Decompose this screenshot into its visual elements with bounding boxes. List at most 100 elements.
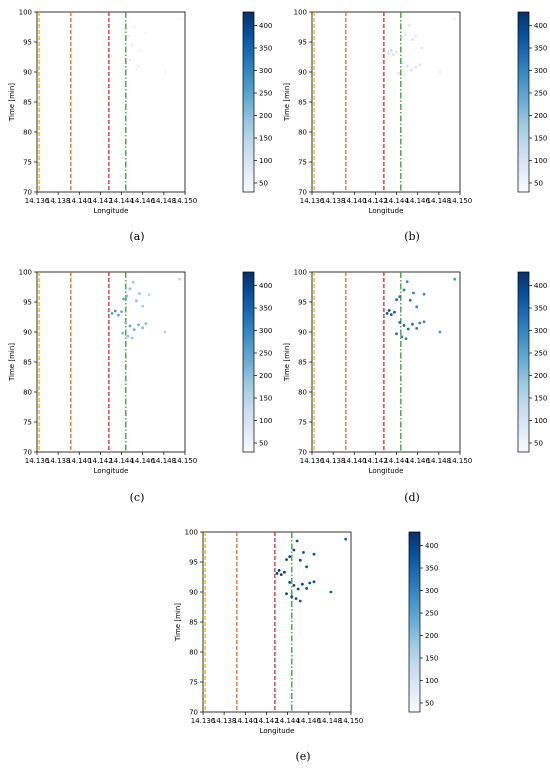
plot-area xyxy=(202,531,352,713)
colorbar-tick-label: 250 xyxy=(259,350,272,358)
subfigure-label: (a) xyxy=(129,230,144,243)
x-tick-label: 14.146 xyxy=(296,717,321,725)
x-tick-label: 14.146 xyxy=(130,457,155,465)
scatter-point xyxy=(389,313,393,316)
scatter-point xyxy=(438,330,442,334)
scatter-point xyxy=(126,34,130,38)
colorbar-tick-label: 250 xyxy=(259,90,272,98)
scatter-point xyxy=(415,305,419,309)
scatter-point xyxy=(405,64,409,68)
y-tick-label: 95 xyxy=(298,299,307,307)
scatter-point xyxy=(141,304,145,308)
scatter-point xyxy=(385,312,389,315)
scatter-point xyxy=(305,565,308,569)
scatter-point xyxy=(405,280,409,283)
y-tick-label: 80 xyxy=(23,129,32,137)
scatter-point xyxy=(344,537,348,541)
y-tick-label: 70 xyxy=(23,189,32,197)
colorbar-tick-label: 50 xyxy=(534,440,543,448)
x-tick-label: 14.150 xyxy=(173,457,198,465)
colorbar-tick-label: 150 xyxy=(259,135,272,143)
colorbar-tick-label: 250 xyxy=(425,610,438,618)
scatter-point xyxy=(288,581,292,584)
x-axis-label: Longitude xyxy=(94,467,129,475)
x-tick-label: 14.144 xyxy=(109,457,134,465)
scatter-point xyxy=(126,334,130,338)
colorbar-tick-label: 350 xyxy=(425,565,438,573)
y-tick-label: 90 xyxy=(23,69,32,77)
colorbar-tick-label: 200 xyxy=(534,372,547,380)
colorbar-tick-label: 250 xyxy=(534,350,547,358)
y-tick-label: 75 xyxy=(23,419,32,427)
scatter-point xyxy=(277,569,281,572)
scatter-point xyxy=(386,51,390,55)
scatter-point xyxy=(132,328,136,331)
colorbar-tick-label: 50 xyxy=(534,180,543,188)
x-tick-label: 14.136 xyxy=(25,457,50,465)
scatter-point xyxy=(295,539,299,543)
scatter-point xyxy=(130,336,134,340)
scatter-point xyxy=(407,23,411,27)
scatter-point xyxy=(308,581,312,585)
x-axis-label: Longitude xyxy=(260,727,295,735)
colorbar-tick-label: 350 xyxy=(259,45,272,53)
y-tick-label: 90 xyxy=(298,329,307,337)
colorbar-tick-label: 150 xyxy=(534,135,547,143)
colorbar-tick-label: 50 xyxy=(259,180,268,188)
scatter-point xyxy=(125,294,129,298)
colorbar-tick-label: 100 xyxy=(259,157,272,165)
chart-panel: 14.13614.13814.14014.14214.14414.14614.1… xyxy=(8,9,272,244)
x-tick-label: 14.140 xyxy=(67,457,92,465)
y-tick-label: 95 xyxy=(23,39,32,47)
scatter-point xyxy=(137,64,140,68)
y-tick-label: 90 xyxy=(23,329,32,337)
scatter-point xyxy=(137,323,140,327)
x-tick-label: 14.144 xyxy=(384,197,409,205)
scatter-point xyxy=(414,65,417,69)
x-tick-label: 14.140 xyxy=(342,197,367,205)
scatter-point xyxy=(395,332,398,336)
x-tick-label: 14.148 xyxy=(427,457,452,465)
scatter-point xyxy=(128,324,132,328)
scatter-point xyxy=(285,558,288,561)
plot-area xyxy=(311,11,461,193)
scatter-point xyxy=(312,552,316,556)
y-tick-label: 100 xyxy=(19,269,32,277)
scatter-point xyxy=(128,287,132,291)
scatter-point xyxy=(400,35,404,39)
scatter-point xyxy=(138,292,141,295)
scatter-point xyxy=(403,33,407,37)
subfigure-label: (c) xyxy=(130,491,145,504)
y-tick-label: 85 xyxy=(298,359,307,367)
x-tick-label: 14.142 xyxy=(88,457,113,465)
x-tick-label: 14.146 xyxy=(405,457,430,465)
scatter-point xyxy=(279,573,283,576)
scatter-point xyxy=(113,309,117,313)
subfigure-label: (b) xyxy=(404,230,420,243)
scatter-point xyxy=(147,293,151,297)
scatter-point xyxy=(298,558,302,562)
scatter-point xyxy=(395,298,398,301)
colorbar-tick-label: 50 xyxy=(259,440,268,448)
scatter-point xyxy=(294,597,298,600)
scatter-point xyxy=(400,335,404,339)
scatter-point xyxy=(163,330,167,334)
scatter-point xyxy=(131,280,135,284)
colorbar-tick-label: 350 xyxy=(534,45,547,53)
colorbar-tick-label: 400 xyxy=(259,282,272,290)
x-tick-label: 14.146 xyxy=(130,197,155,205)
x-axis-label: Longitude xyxy=(94,207,129,215)
scatter-point xyxy=(401,61,405,65)
colorbar-tick-label: 400 xyxy=(425,542,438,550)
scatter-point xyxy=(387,309,391,312)
y-tick-label: 75 xyxy=(189,679,198,687)
scatter-point xyxy=(292,584,296,587)
x-tick-label: 14.146 xyxy=(405,197,430,205)
scatter-point xyxy=(290,595,294,599)
colorbar-tick-label: 200 xyxy=(534,112,547,120)
colorbar xyxy=(242,271,255,453)
y-tick-label: 90 xyxy=(298,69,307,77)
x-tick-label: 14.136 xyxy=(300,197,325,205)
y-tick-label: 85 xyxy=(23,359,32,367)
colorbar-tick-label: 50 xyxy=(425,700,434,708)
